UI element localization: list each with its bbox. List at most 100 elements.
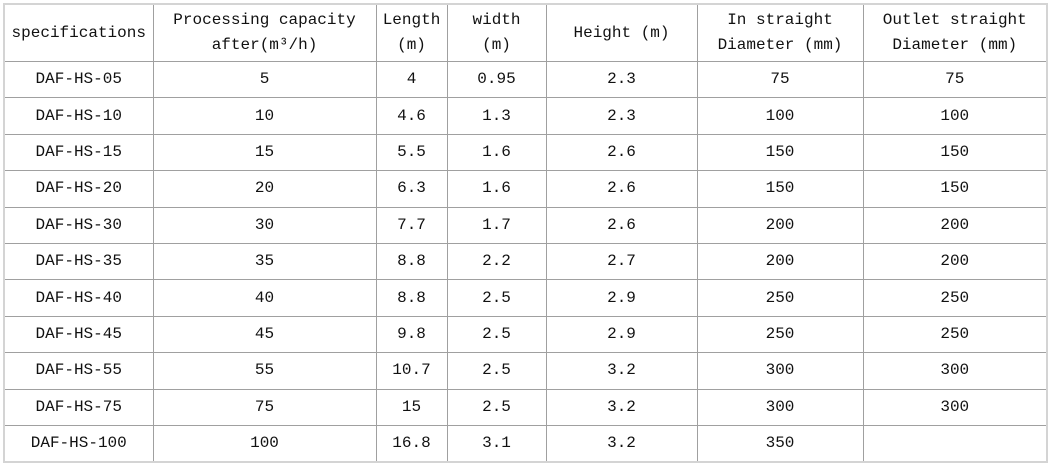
cell-width: 2.5 [446,315,547,354]
cell-processing-capacity: 35 [152,242,377,281]
cell-height: 2.9 [545,279,698,317]
cell-length: 4 [375,60,448,99]
header-line: Diameter (mm) [717,36,843,54]
cell-processing-capacity: 30 [152,206,377,244]
cell-height: 2.6 [545,133,698,172]
cell-width: 2.2 [446,242,547,281]
cell-in-diameter: 150 [696,133,864,172]
cell-width: 3.1 [446,424,547,463]
cell-height: 2.9 [545,315,698,354]
header-outlet-diameter: Outlet straight Diameter (mm) [862,3,1048,62]
cell-width: 2.5 [446,352,547,390]
header-line: Diameter (mm) [892,36,1018,54]
cell-specifications: DAF-HS-05 [3,60,154,99]
cell-height: 2.7 [545,242,698,281]
header-line: Outlet straight [882,11,1027,29]
cell-width: 1.6 [446,170,547,208]
table-row: DAF-HS-15 15 5.5 1.6 2.6 150 150 [3,133,1048,172]
cell-processing-capacity: 100 [152,424,377,463]
cell-in-diameter: 250 [696,279,864,317]
header-line: Processing capacity [173,11,356,29]
table-row: DAF-HS-05 5 4 0.95 2.3 75 75 [3,60,1048,99]
cell-height: 2.6 [545,206,698,244]
cell-processing-capacity: 45 [152,315,377,354]
cell-processing-capacity: 55 [152,352,377,390]
cell-processing-capacity: 40 [152,279,377,317]
cell-outlet-diameter: 150 [862,133,1048,172]
header-line: (m) [482,36,511,54]
table-row: DAF-HS-100 100 16.8 3.1 3.2 350 [3,424,1048,463]
header-specifications: specifications [3,3,154,62]
cell-outlet-diameter: 250 [862,279,1048,317]
table-row: DAF-HS-20 20 6.3 1.6 2.6 150 150 [3,170,1048,208]
header-in-diameter: In straight Diameter (mm) [696,3,864,62]
header-processing-capacity: Processing capacity after(m³/h) [152,3,377,62]
table-row: DAF-HS-10 10 4.6 1.3 2.3 100 100 [3,97,1048,135]
cell-in-diameter: 200 [696,242,864,281]
cell-specifications: DAF-HS-40 [3,279,154,317]
cell-processing-capacity: 10 [152,97,377,135]
cell-outlet-diameter: 100 [862,97,1048,135]
cell-height: 3.2 [545,352,698,390]
cell-processing-capacity: 15 [152,133,377,172]
cell-in-diameter: 250 [696,315,864,354]
cell-in-diameter: 75 [696,60,864,99]
header-line: specifications [11,23,146,42]
header-length: Length (m) [375,3,448,62]
table-row: DAF-HS-75 75 15 2.5 3.2 300 300 [3,388,1048,426]
table-row: DAF-HS-55 55 10.7 2.5 3.2 300 300 [3,352,1048,390]
cell-specifications: DAF-HS-20 [3,170,154,208]
cell-length: 6.3 [375,170,448,208]
table-row: DAF-HS-40 40 8.8 2.5 2.9 250 250 [3,279,1048,317]
cell-outlet-diameter: 200 [862,206,1048,244]
cell-processing-capacity: 5 [152,60,377,99]
cell-specifications: DAF-HS-30 [3,206,154,244]
cell-in-diameter: 100 [696,97,864,135]
header-line: In straight [727,11,833,29]
cell-length: 16.8 [375,424,448,463]
specifications-table: specifications Processing capacity after(m… [3,3,1048,464]
cell-specifications: DAF-HS-75 [3,388,154,426]
cell-outlet-diameter: 300 [862,388,1048,426]
cell-outlet-diameter: 75 [862,60,1048,99]
cell-processing-capacity: 20 [152,170,377,208]
cell-length: 4.6 [375,97,448,135]
cell-processing-capacity: 75 [152,388,377,426]
cell-outlet-diameter: 200 [862,242,1048,281]
cell-width: 1.6 [446,133,547,172]
cell-in-diameter: 300 [696,352,864,390]
header-height: Height (m) [545,3,698,62]
cell-width: 0.95 [446,60,547,99]
cell-outlet-diameter: 150 [862,170,1048,208]
header-line: Height (m) [573,23,670,42]
cell-specifications: DAF-HS-100 [3,424,154,463]
cell-height: 3.2 [545,424,698,463]
table-row: DAF-HS-35 35 8.8 2.2 2.7 200 200 [3,242,1048,281]
cell-height: 2.3 [545,60,698,99]
cell-outlet-diameter: 250 [862,315,1048,354]
cell-specifications: DAF-HS-35 [3,242,154,281]
cell-specifications: DAF-HS-55 [3,352,154,390]
cell-specifications: DAF-HS-10 [3,97,154,135]
cell-length: 8.8 [375,279,448,317]
header-line: after(m³/h) [211,36,318,54]
cell-length: 8.8 [375,242,448,281]
cell-in-diameter: 350 [696,424,864,463]
table-row: DAF-HS-30 30 7.7 1.7 2.6 200 200 [3,206,1048,244]
cell-length: 9.8 [375,315,448,354]
cell-in-diameter: 200 [696,206,864,244]
cell-height: 3.2 [545,388,698,426]
header-line: width [472,11,521,29]
cell-specifications: DAF-HS-45 [3,315,154,354]
cell-length: 5.5 [375,133,448,172]
cell-length: 15 [375,388,448,426]
cell-specifications: DAF-HS-15 [3,133,154,172]
cell-width: 1.3 [446,97,547,135]
cell-height: 2.6 [545,170,698,208]
cell-width: 1.7 [446,206,547,244]
cell-in-diameter: 300 [696,388,864,426]
cell-width: 2.5 [446,279,547,317]
cell-outlet-diameter: 300 [862,352,1048,390]
header-row: specifications Processing capacity after(m… [3,3,1048,62]
cell-outlet-diameter [862,424,1048,463]
